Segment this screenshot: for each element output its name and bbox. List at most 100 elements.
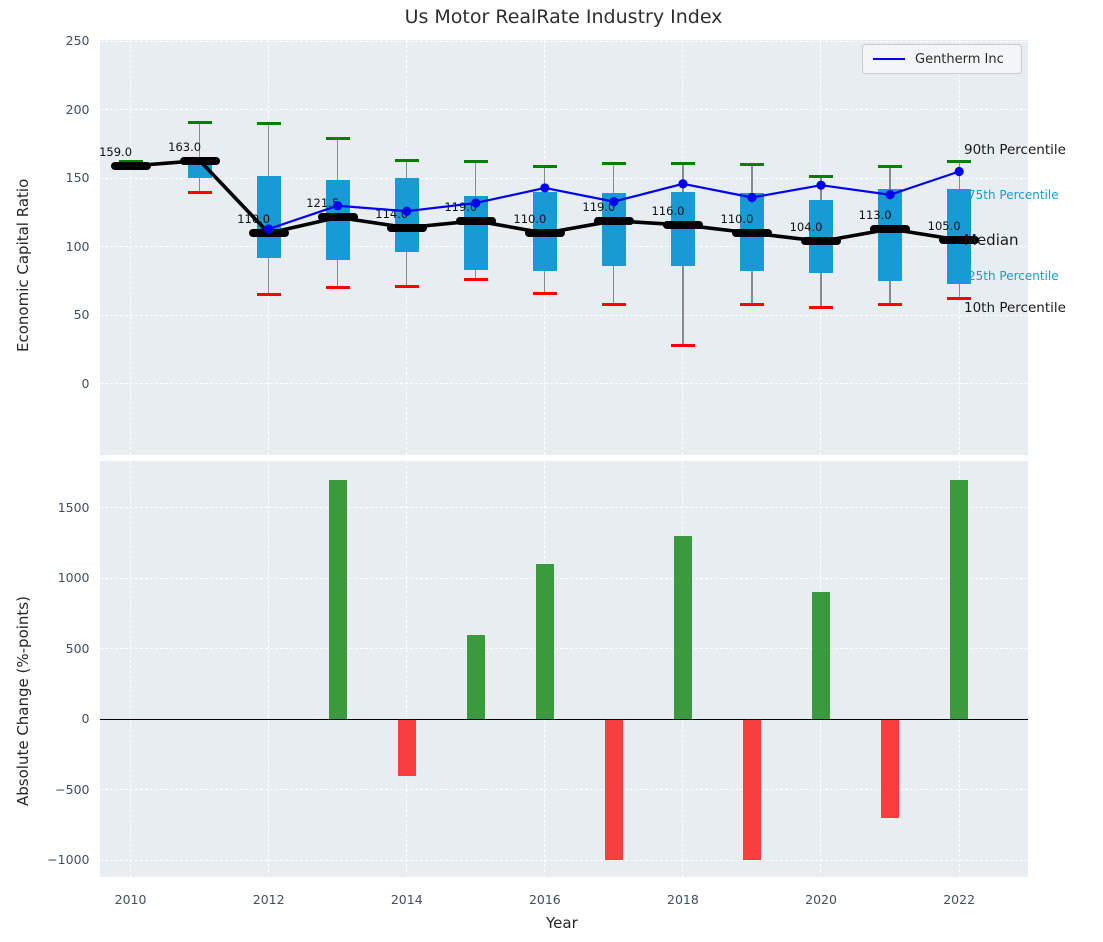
grid-line-vertical — [129, 40, 131, 455]
p10-cap-2018 — [670, 343, 695, 347]
p90-cap-2019 — [740, 163, 764, 167]
grid-line-horizontal — [99, 648, 1028, 650]
bottom-y-axis-label: Absolute Change (%-points) — [14, 596, 32, 806]
grid-line-horizontal — [99, 383, 1028, 385]
y-tick-label: 1000 — [57, 570, 90, 586]
y-tick-label: 0 — [81, 375, 90, 391]
zero-axis-line — [99, 718, 1028, 721]
p90-percentile-annotation: 90th Percentile — [964, 142, 1066, 158]
change-bar-2014 — [397, 719, 416, 776]
median-value-label-2020: 104.0 — [789, 220, 823, 235]
chart-title: Us Motor RealRate Industry Index — [404, 6, 723, 28]
median-marker-2017 — [593, 216, 634, 225]
median-value-label-2016: 110.0 — [513, 212, 547, 227]
x-tick-label: 2016 — [528, 892, 561, 907]
median-marker-2016 — [524, 229, 565, 238]
median-value-label-2022: 105.0 — [927, 218, 961, 233]
top-y-axis-label: Economic Capital Ratio — [14, 178, 32, 352]
median-annotation: Median — [964, 231, 1019, 249]
y-tick-label: 50 — [73, 307, 90, 323]
p10-cap-2016 — [532, 291, 557, 295]
change-bar-2013 — [328, 479, 347, 720]
p90-cap-2020 — [809, 175, 834, 179]
median-marker-2019 — [732, 229, 772, 238]
median-marker-2013 — [317, 213, 358, 222]
x-tick-label: 2014 — [390, 892, 423, 907]
y-tick-label: −1000 — [47, 852, 90, 868]
p10-cap-2022 — [947, 297, 972, 301]
median-marker-2014 — [386, 223, 427, 232]
p75-percentile-annotation: 75th Percentile — [968, 188, 1059, 202]
top-plot-area — [99, 40, 1028, 455]
median-value-label-2015: 119.0 — [444, 199, 478, 214]
grid-line-horizontal — [99, 314, 1028, 316]
legend-line-sample — [873, 58, 905, 60]
p10-cap-2012 — [256, 293, 281, 297]
median-value-label-2012: 110.0 — [237, 212, 271, 227]
y-tick-label: 150 — [65, 170, 90, 186]
grid-line-vertical — [406, 461, 408, 877]
grid-line-horizontal — [99, 109, 1028, 111]
p10-cap-2011 — [187, 190, 212, 194]
x-tick-label: 2020 — [805, 892, 837, 907]
change-bar-2021 — [881, 719, 900, 819]
p90-cap-2012 — [256, 122, 281, 126]
legend: Gentherm Inc — [862, 44, 1022, 74]
median-marker-2011 — [179, 156, 220, 165]
p90-cap-2013 — [325, 137, 350, 141]
y-tick-label: −500 — [55, 781, 90, 797]
x-tick-label: 2010 — [114, 892, 147, 907]
median-value-label-2013: 121.5 — [306, 196, 340, 211]
p90-cap-2016 — [532, 164, 557, 168]
y-tick-label: 500 — [65, 640, 90, 656]
x-tick-label: 2018 — [667, 892, 699, 907]
median-marker-2018 — [662, 220, 703, 229]
grid-line-vertical — [129, 461, 131, 877]
x-axis-label: Year — [546, 914, 578, 932]
p90-cap-2021 — [878, 164, 903, 168]
y-tick-label: 1500 — [57, 499, 90, 515]
change-bar-2019 — [743, 719, 761, 861]
median-marker-2010 — [110, 162, 151, 170]
median-value-label-2014: 114.0 — [375, 206, 409, 221]
change-bar-2015 — [466, 634, 485, 720]
p10-cap-2015 — [463, 278, 488, 282]
y-tick-label: 200 — [65, 101, 90, 117]
p10-cap-2013 — [325, 286, 350, 290]
y-tick-label: 100 — [65, 238, 90, 254]
grid-line-horizontal — [99, 859, 1028, 861]
p10-cap-2020 — [809, 305, 834, 309]
change-bar-2020 — [812, 592, 831, 720]
grid-line-vertical — [268, 461, 270, 877]
median-value-label-2021: 113.0 — [858, 208, 892, 222]
grid-line-horizontal — [99, 507, 1028, 509]
p10-cap-2017 — [601, 302, 626, 306]
p10-cap-2019 — [740, 302, 764, 306]
p10-percentile-annotation: 10th Percentile — [964, 300, 1066, 316]
grid-line-horizontal — [99, 577, 1028, 579]
change-bar-2022 — [950, 479, 969, 720]
median-value-label-2018: 116.0 — [651, 203, 685, 218]
p90-cap-2014 — [394, 159, 419, 163]
y-tick-label: 0 — [81, 711, 90, 727]
change-bar-2017 — [604, 719, 623, 861]
x-tick-label: 2022 — [943, 892, 976, 907]
p90-cap-2015 — [463, 160, 488, 164]
grid-line-horizontal — [99, 789, 1028, 791]
legend-label: Gentherm Inc — [915, 51, 1004, 67]
p90-cap-2017 — [601, 161, 626, 165]
p25-percentile-annotation: 25th Percentile — [968, 269, 1059, 283]
grid-line-horizontal — [99, 246, 1028, 248]
median-value-label-2011: 163.0 — [168, 139, 202, 154]
x-tick-label: 2012 — [252, 892, 285, 907]
median-value-label-2017: 119.0 — [582, 199, 616, 214]
p90-cap-2022 — [947, 160, 972, 164]
median-marker-2012 — [248, 229, 289, 238]
p90-cap-2018 — [670, 161, 695, 165]
median-marker-2015 — [455, 216, 496, 225]
iqr-box-2021 — [878, 189, 903, 282]
grid-line-horizontal — [99, 40, 1028, 42]
p90-cap-2011 — [187, 120, 212, 124]
change-bar-2016 — [535, 564, 554, 720]
